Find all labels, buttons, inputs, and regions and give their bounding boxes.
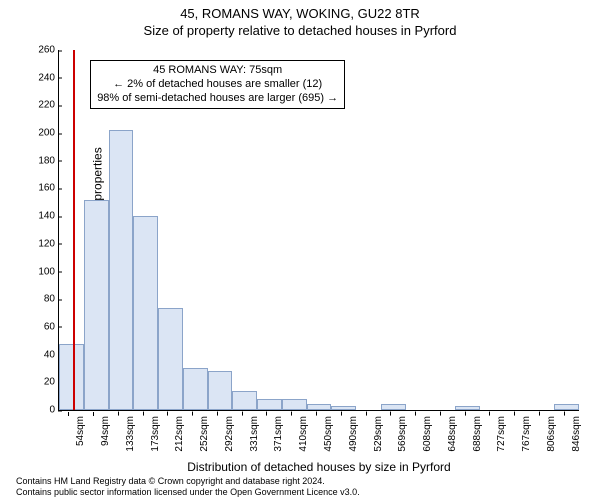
histogram-bar — [84, 200, 109, 410]
x-tick: 133sqm — [125, 416, 136, 452]
histogram-bar — [232, 391, 257, 410]
histogram-bar — [282, 399, 307, 410]
x-axis-label: Distribution of detached houses by size … — [187, 460, 450, 474]
callout-line1: 45 ROMANS WAY: 75sqm — [97, 64, 338, 78]
histogram-bar — [331, 406, 356, 410]
histogram-bar — [307, 404, 332, 410]
x-tick: 173sqm — [150, 416, 161, 452]
title-main: 45, ROMANS WAY, WOKING, GU22 8TR — [0, 0, 600, 21]
callout-line3: 98% of semi-detached houses are larger (… — [97, 92, 338, 106]
title-sub: Size of property relative to detached ho… — [0, 21, 600, 38]
x-tick: 806sqm — [546, 416, 557, 452]
chart-area: Number of detached properties Distributi… — [58, 50, 578, 410]
y-tick: 40 — [25, 349, 55, 360]
x-tick: 688sqm — [472, 416, 483, 452]
x-tick: 410sqm — [298, 416, 309, 452]
subject-marker-line — [73, 50, 75, 410]
x-tick: 54sqm — [75, 416, 86, 446]
footer-line1: Contains HM Land Registry data © Crown c… — [16, 476, 360, 487]
histogram-bar — [158, 308, 183, 410]
y-tick: 140 — [25, 211, 55, 222]
y-tick: 160 — [25, 183, 55, 194]
x-tick: 252sqm — [199, 416, 210, 452]
x-tick: 212sqm — [174, 416, 185, 452]
x-tick: 727sqm — [496, 416, 507, 452]
y-tick: 260 — [25, 45, 55, 56]
y-tick: 240 — [25, 72, 55, 83]
callout-line2: ← 2% of detached houses are smaller (12) — [97, 78, 338, 92]
histogram-bar — [183, 368, 208, 410]
y-tick: 0 — [25, 405, 55, 416]
histogram-bar — [59, 344, 84, 410]
x-tick: 490sqm — [348, 416, 359, 452]
y-tick: 200 — [25, 128, 55, 139]
histogram-bar — [257, 399, 282, 410]
x-tick: 846sqm — [571, 416, 582, 452]
footer-line2: Contains public sector information licen… — [16, 487, 360, 498]
x-tick: 450sqm — [323, 416, 334, 452]
x-tick: 648sqm — [447, 416, 458, 452]
x-tick: 608sqm — [422, 416, 433, 452]
x-tick: 767sqm — [521, 416, 532, 452]
x-tick: 529sqm — [373, 416, 384, 452]
histogram-bar — [554, 404, 579, 410]
histogram-bar — [455, 406, 480, 410]
y-tick: 60 — [25, 321, 55, 332]
histogram-bar — [208, 371, 233, 410]
histogram-bar — [109, 130, 134, 410]
y-tick: 120 — [25, 238, 55, 249]
x-tick: 569sqm — [397, 416, 408, 452]
footer-attribution: Contains HM Land Registry data © Crown c… — [16, 476, 360, 498]
x-tick: 371sqm — [273, 416, 284, 452]
y-tick: 100 — [25, 266, 55, 277]
plot: Number of detached properties Distributi… — [58, 50, 579, 411]
histogram-bar — [381, 404, 406, 410]
y-tick: 220 — [25, 100, 55, 111]
callout-box: 45 ROMANS WAY: 75sqm ← 2% of detached ho… — [90, 60, 345, 109]
y-tick: 80 — [25, 294, 55, 305]
y-tick: 20 — [25, 377, 55, 388]
y-tick: 180 — [25, 155, 55, 166]
x-tick: 292sqm — [224, 416, 235, 452]
x-tick: 94sqm — [100, 416, 111, 446]
histogram-bar — [133, 216, 158, 410]
x-tick: 331sqm — [249, 416, 260, 452]
